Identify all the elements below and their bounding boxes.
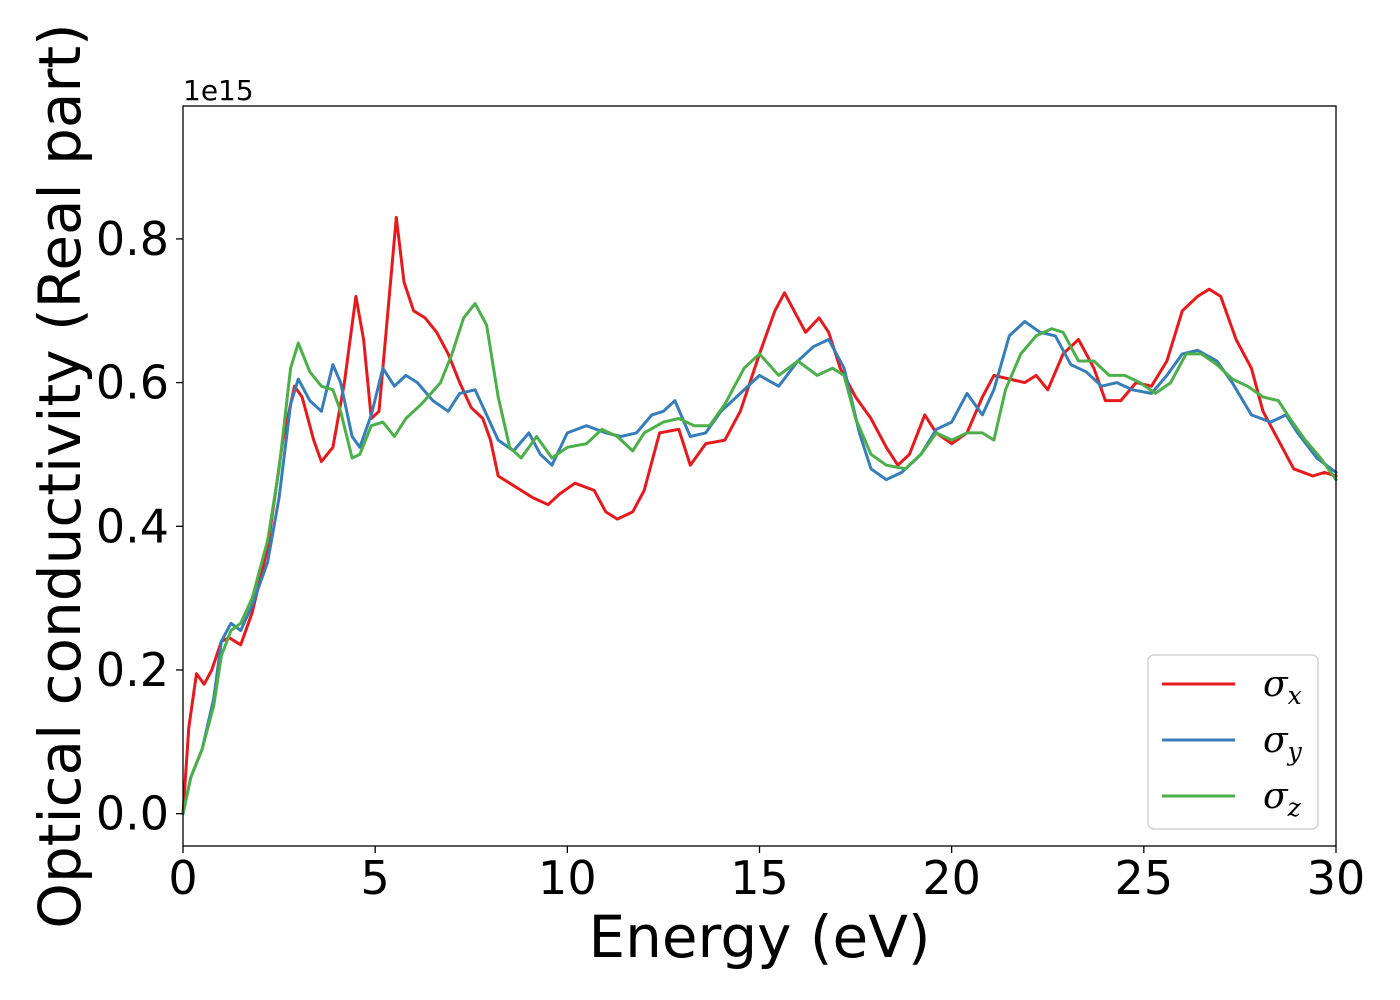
x-tick-label: 15 [730, 851, 789, 905]
legend-label-subscript: x [1288, 681, 1302, 710]
legend-box [1147, 654, 1319, 830]
x-axis-label: Energy (eV) [588, 903, 930, 971]
series-line-z [181, 302, 1338, 816]
legend-label-subscript: y [1287, 737, 1303, 766]
x-tick-label: 0 [168, 851, 197, 905]
y-tick-label: 0.0 [96, 787, 169, 841]
y-tick-label: 0.8 [96, 212, 169, 266]
y-tick-label: 0.2 [96, 643, 169, 697]
series-layer [181, 215, 1338, 816]
legend-label-subscript: z [1287, 793, 1302, 822]
y-axis-label: Optical conductivity (Real part) [26, 23, 94, 928]
x-tick-label: 25 [1115, 851, 1174, 905]
y-tick-label: 0.4 [96, 499, 169, 553]
x-tick-label: 30 [1307, 851, 1366, 905]
y-tick-label: 0.6 [96, 356, 169, 410]
legend-label-x: σx [1263, 664, 1302, 710]
x-tick-label: 20 [922, 851, 981, 905]
x-tick-label: 5 [361, 851, 390, 905]
x-tick-label: 10 [538, 851, 597, 905]
y-offset-label: 1e15 [183, 74, 254, 107]
series-line-x [181, 215, 1338, 816]
x-axis-ticks: 0 5 10 15 20 25 30 [168, 846, 1365, 905]
y-axis-ticks: 0.0 0.2 0.4 0.6 0.8 [96, 212, 183, 841]
